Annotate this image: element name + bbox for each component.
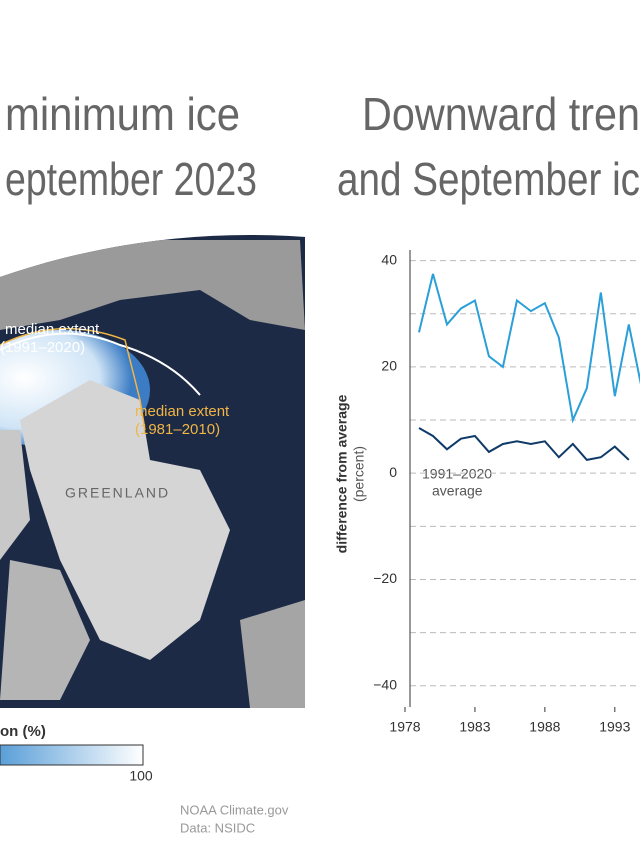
colorbar-tick: 100 [129,768,153,784]
series-line [418,427,630,461]
map-label: (1991–2020) [0,339,85,356]
map-title: minimum ice [5,88,240,140]
credit: NOAA Climate.gov [180,802,289,817]
x-tick-label: 1988 [529,719,560,735]
y-tick-label: −40 [373,676,397,692]
y-tick-label: 20 [381,358,397,374]
series-line [418,273,640,424]
y-axis-label: difference from average [334,394,350,553]
chart-title: and September ic [337,153,640,205]
plot-area [418,273,640,461]
colorbar [0,744,144,766]
x-tick-label: 1983 [459,719,490,735]
map-label: median extent [5,321,100,338]
annotation: 1991–2020 [422,466,492,482]
legend-title: on (%) [0,723,46,740]
map-title: eptember 2023 [5,153,257,205]
map [0,235,305,708]
annotation: average [432,483,483,499]
chart-title: Downward tren [362,88,640,140]
x-tick-label: 1993 [599,719,630,735]
y-tick-label: 0 [389,464,397,480]
y-tick-label: 40 [381,251,397,267]
map-label: (1981–2010) [135,421,220,438]
map-label: median extent [135,403,230,420]
x-tick-label: 1978 [389,719,420,735]
map-label: GREENLAND [65,485,170,501]
credit: Data: NSIDC [180,820,255,835]
y-axis-label: (percent) [351,446,367,502]
y-tick-label: −20 [373,570,397,586]
